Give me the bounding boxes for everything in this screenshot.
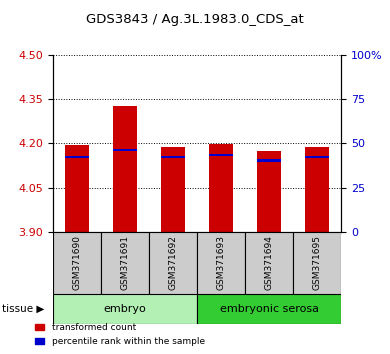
Bar [209,144,233,232]
Text: embryo: embryo [103,304,146,314]
Bar [161,147,185,232]
Text: GSM371693: GSM371693 [216,235,225,290]
Text: GSM371690: GSM371690 [72,235,81,290]
Bar [305,156,329,158]
FancyBboxPatch shape [53,294,197,324]
Text: GSM371695: GSM371695 [313,235,322,290]
FancyBboxPatch shape [53,232,101,294]
Text: GDS3843 / Ag.3L.1983.0_CDS_at: GDS3843 / Ag.3L.1983.0_CDS_at [86,13,304,26]
FancyBboxPatch shape [149,232,197,294]
FancyBboxPatch shape [293,232,341,294]
Text: tissue ▶: tissue ▶ [2,304,44,314]
FancyBboxPatch shape [101,232,149,294]
Text: GSM371691: GSM371691 [120,235,129,290]
Bar [65,156,89,158]
Bar [65,145,89,232]
Text: embryonic serosa: embryonic serosa [220,304,319,314]
Bar [257,159,281,162]
Text: GSM371692: GSM371692 [168,235,177,290]
FancyBboxPatch shape [197,294,341,324]
Text: GSM371694: GSM371694 [264,235,274,290]
FancyBboxPatch shape [245,232,293,294]
Bar [209,154,233,156]
FancyBboxPatch shape [197,232,245,294]
Bar [113,149,137,151]
Bar [161,156,185,158]
Legend: transformed count, percentile rank within the sample: transformed count, percentile rank withi… [32,320,208,349]
Bar [113,105,137,232]
Bar [305,147,329,232]
Bar [257,151,281,232]
